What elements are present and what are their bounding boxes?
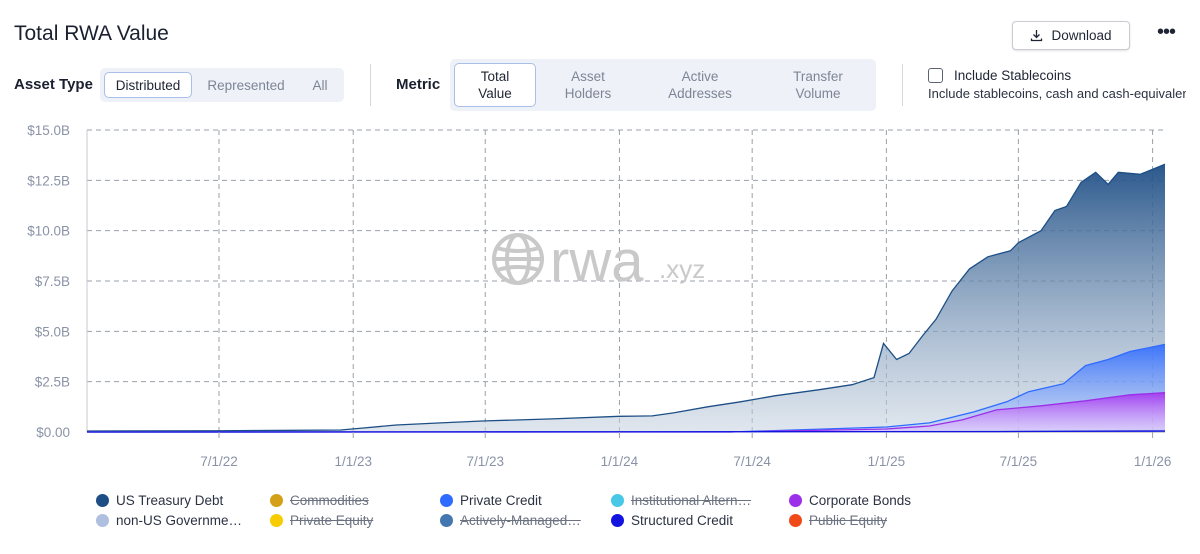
- more-options-icon[interactable]: •••: [1156, 21, 1176, 43]
- metric-asset-holders-line1: Asset: [571, 69, 605, 84]
- watermark-suffix: .xyz: [659, 254, 705, 284]
- legend-item[interactable]: Actively-Managed…: [440, 513, 581, 528]
- series-line-us-treasury-debt[interactable]: [86, 163, 1166, 432]
- legend-item[interactable]: Structured Credit: [611, 513, 733, 528]
- y-tick-label: $10.0B: [27, 224, 70, 239]
- legend-item[interactable]: Commodities: [270, 493, 369, 508]
- legend-swatch: [96, 494, 109, 507]
- y-tick-label: $12.5B: [27, 173, 70, 188]
- asset-type-label: Asset Type: [14, 76, 93, 93]
- series-line-private-credit[interactable]: [87, 343, 1166, 433]
- legend-item[interactable]: Private Credit: [440, 493, 542, 508]
- legend-item[interactable]: Corporate Bonds: [789, 493, 911, 508]
- metric-active-addresses[interactable]: Active Addresses: [642, 63, 758, 107]
- metric-total-value[interactable]: Total Value: [454, 63, 536, 107]
- metric-transfer-volume-line2: Volume: [795, 86, 841, 101]
- asset-type-all[interactable]: All: [312, 77, 328, 93]
- x-tick-label: 7/1/24: [733, 454, 771, 469]
- watermark-brand: rwa: [550, 229, 644, 294]
- page-title: Total RWA Value: [14, 22, 169, 45]
- legend-label: Structured Credit: [631, 513, 734, 528]
- legend-label: Private Equity: [290, 513, 374, 528]
- asset-type-segmented: Distributed Represented All: [100, 68, 344, 102]
- legend-swatch: [789, 514, 802, 527]
- x-tick-label: 7/1/22: [200, 454, 238, 469]
- divider: [902, 64, 903, 106]
- series-area-us-treasury-debt: [87, 164, 1165, 432]
- divider: [370, 64, 371, 106]
- include-stablecoins-description: Include stablecoins, cash and cash-equiv…: [928, 86, 1186, 101]
- legend-swatch: [270, 494, 283, 507]
- legend-item[interactable]: Public Equity: [789, 513, 887, 528]
- legend-swatch: [440, 514, 453, 527]
- metric-active-addresses-line1: Active: [681, 69, 719, 84]
- y-tick-label: $5.0B: [35, 324, 70, 339]
- y-tick-label: $2.5B: [35, 375, 70, 390]
- x-tick-label: 1/1/26: [1134, 454, 1172, 469]
- metric-total-value-line2: Value: [478, 86, 512, 101]
- legend-label: non-US Governme…: [116, 513, 243, 528]
- metric-asset-holders[interactable]: Asset Holders: [546, 63, 630, 107]
- download-button[interactable]: Download: [1012, 21, 1130, 50]
- legend-label: Corporate Bonds: [809, 493, 912, 508]
- x-tick-label: 7/1/25: [1000, 454, 1038, 469]
- series-area-corporate-bonds: [87, 392, 1165, 432]
- x-tick-label: 7/1/23: [466, 454, 504, 469]
- metric-active-addresses-line2: Addresses: [668, 86, 732, 101]
- series-line-structured-credit[interactable]: [86, 430, 1166, 433]
- x-tick-label: 1/1/24: [601, 454, 639, 469]
- download-label: Download: [1051, 28, 1112, 43]
- legend-item[interactable]: Institutional Altern…: [611, 493, 751, 508]
- legend-swatch: [611, 514, 624, 527]
- metric-transfer-volume[interactable]: Transfer Volume: [768, 63, 868, 107]
- metric-transfer-volume-line1: Transfer: [793, 69, 843, 84]
- download-icon: [1031, 30, 1043, 42]
- globe-icon: [492, 233, 544, 285]
- rwa-value-chart[interactable]: rwa .xyz $0.00 $2.5B $5.0B $7.5B $10.0B $12.5…: [0, 115, 1200, 485]
- include-stablecoins-label[interactable]: Include Stablecoins: [954, 68, 1072, 83]
- legend-item[interactable]: non-US Governme…: [96, 513, 242, 528]
- legend-label: Private Credit: [460, 493, 542, 508]
- metric-asset-holders-line2: Holders: [564, 86, 612, 101]
- include-stablecoins-checkbox[interactable]: [928, 68, 943, 83]
- y-tick-label: $0.00: [36, 425, 70, 440]
- legend-swatch: [611, 494, 624, 507]
- x-tick-label: 1/1/23: [334, 454, 372, 469]
- metric-label: Metric: [396, 76, 441, 93]
- legend-label: Actively-Managed…: [460, 513, 581, 528]
- x-tick-label: 1/1/25: [868, 454, 906, 469]
- legend-swatch: [789, 494, 802, 507]
- legend-swatch: [440, 494, 453, 507]
- metric-total-value-line1: Total: [480, 69, 510, 84]
- asset-type-represented[interactable]: Represented: [207, 77, 285, 93]
- legend-label: Public Equity: [809, 513, 888, 528]
- watermark: rwa .xyz: [492, 229, 705, 294]
- series-line-corporate-bonds[interactable]: [87, 392, 1166, 433]
- legend-label: Commodities: [290, 493, 369, 508]
- legend-label: US Treasury Debt: [116, 493, 224, 508]
- y-tick-label: $7.5B: [35, 274, 70, 289]
- chart-legend: US Treasury Debt non-US Governme… Commodit…: [96, 493, 1096, 533]
- legend-item[interactable]: Private Equity: [270, 513, 373, 528]
- legend-label: Institutional Altern…: [631, 493, 752, 508]
- legend-swatch: [270, 514, 283, 527]
- y-tick-label: $15.0B: [27, 123, 70, 138]
- asset-type-distributed[interactable]: Distributed: [104, 72, 192, 98]
- legend-item[interactable]: US Treasury Debt: [96, 493, 223, 508]
- legend-swatch: [96, 514, 109, 527]
- metric-segmented: Total Value Asset Holders Active Address…: [450, 59, 876, 111]
